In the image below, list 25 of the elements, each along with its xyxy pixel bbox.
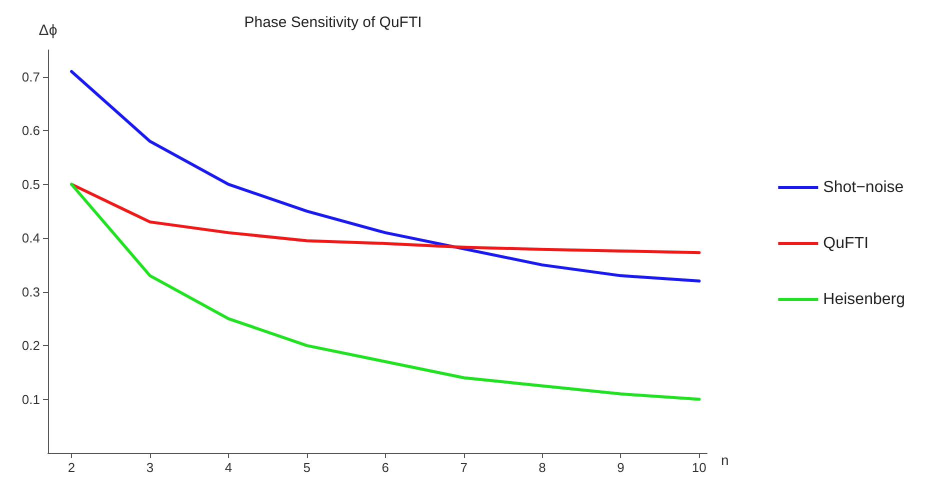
x-tick-label: 9 xyxy=(617,460,624,475)
y-tick-label: 0.5 xyxy=(22,176,40,192)
y-axis-title: Δϕ xyxy=(38,22,58,39)
legend-label: QuFTI xyxy=(823,235,869,252)
x-axis-title: n xyxy=(721,452,729,468)
x-tick-label: 2 xyxy=(68,460,76,475)
line-series xyxy=(70,182,701,401)
y-tick-label: 0.1 xyxy=(22,392,40,407)
y-tick-label: 0.7 xyxy=(22,69,40,84)
x-tick-label: 8 xyxy=(538,460,546,475)
line-series xyxy=(70,182,701,254)
y-tick-label: 0.3 xyxy=(22,284,40,300)
legend-label: Heisenberg xyxy=(823,291,905,308)
x-tick-label: 3 xyxy=(146,460,154,475)
x-tick-label: 6 xyxy=(382,460,389,475)
line-series xyxy=(70,70,701,283)
y-tick-label: 0.6 xyxy=(22,123,40,138)
x-tick-label: 10 xyxy=(692,460,706,475)
y-tick-label: 0.2 xyxy=(22,338,40,354)
chart-title: Phase Sensitivity of QuFTI xyxy=(244,14,422,31)
x-tick-label: 5 xyxy=(303,460,311,475)
legend-label: Shot−noise xyxy=(823,179,904,196)
x-tick-label: 7 xyxy=(460,460,468,475)
y-tick-label: 0.4 xyxy=(22,230,40,246)
x-tick-label: 4 xyxy=(224,460,232,475)
